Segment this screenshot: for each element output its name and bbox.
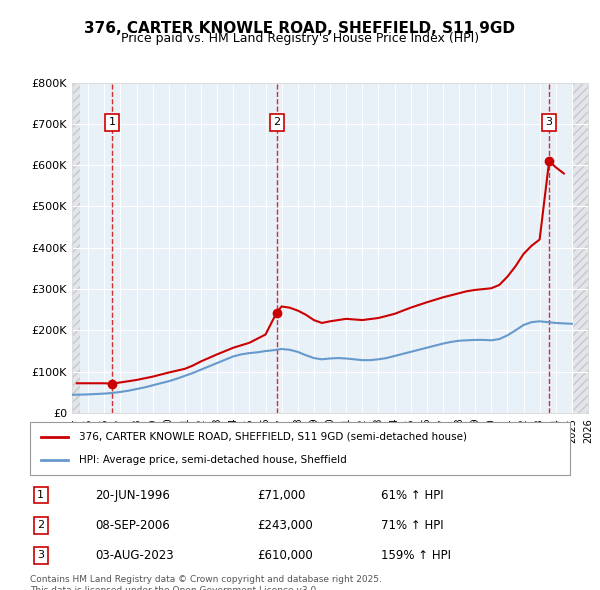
Bar xyxy=(572,83,588,413)
Text: Contains HM Land Registry data © Crown copyright and database right 2025.
This d: Contains HM Land Registry data © Crown c… xyxy=(30,575,382,590)
Text: 1: 1 xyxy=(109,117,115,127)
Text: 376, CARTER KNOWLE ROAD, SHEFFIELD, S11 9GD (semi-detached house): 376, CARTER KNOWLE ROAD, SHEFFIELD, S11 … xyxy=(79,432,467,442)
Text: 159% ↑ HPI: 159% ↑ HPI xyxy=(381,549,451,562)
Text: HPI: Average price, semi-detached house, Sheffield: HPI: Average price, semi-detached house,… xyxy=(79,455,346,465)
Text: £71,000: £71,000 xyxy=(257,489,305,502)
Text: 08-SEP-2006: 08-SEP-2006 xyxy=(95,519,170,532)
Text: £243,000: £243,000 xyxy=(257,519,313,532)
Text: 03-AUG-2023: 03-AUG-2023 xyxy=(95,549,173,562)
Text: 2: 2 xyxy=(37,520,44,530)
Text: Price paid vs. HM Land Registry's House Price Index (HPI): Price paid vs. HM Land Registry's House … xyxy=(121,32,479,45)
Text: 376, CARTER KNOWLE ROAD, SHEFFIELD, S11 9GD: 376, CARTER KNOWLE ROAD, SHEFFIELD, S11 … xyxy=(85,21,515,35)
Text: 20-JUN-1996: 20-JUN-1996 xyxy=(95,489,170,502)
FancyBboxPatch shape xyxy=(30,422,570,475)
Bar xyxy=(72,83,80,413)
Text: 71% ↑ HPI: 71% ↑ HPI xyxy=(381,519,443,532)
Text: 3: 3 xyxy=(545,117,553,127)
Text: £610,000: £610,000 xyxy=(257,549,313,562)
Text: 61% ↑ HPI: 61% ↑ HPI xyxy=(381,489,443,502)
Text: 1: 1 xyxy=(37,490,44,500)
Text: 3: 3 xyxy=(37,550,44,560)
Text: 2: 2 xyxy=(273,117,280,127)
